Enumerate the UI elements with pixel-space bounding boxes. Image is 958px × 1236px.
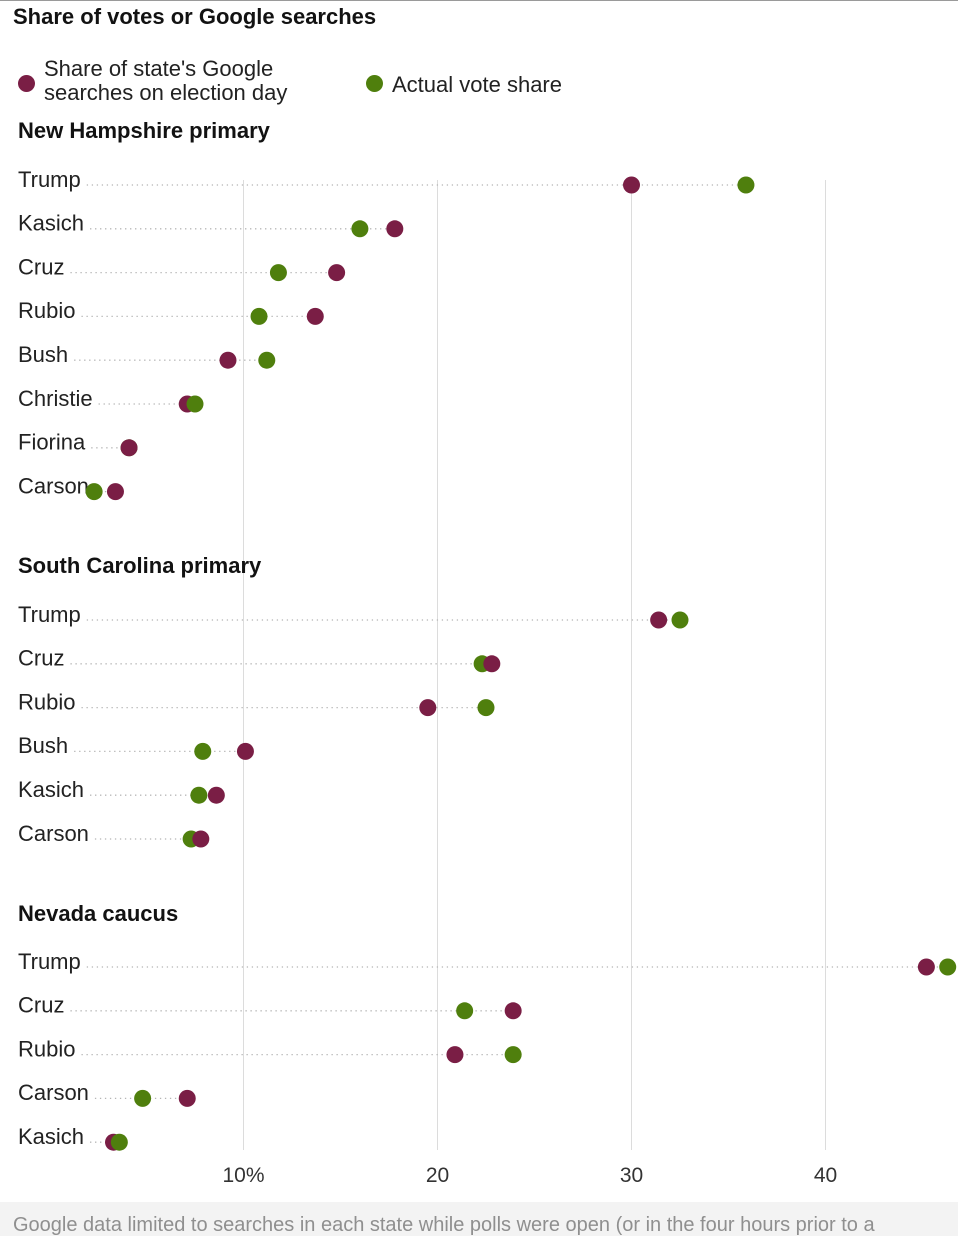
candidate-label-2-carson: Carson [18,1080,89,1105]
legend-vote-marker [366,75,383,92]
google-dot-2-cruz [504,1002,522,1020]
google-dot-0-kasich [386,220,404,238]
vote-dot-2-carson [134,1089,152,1107]
candidate-label-1-rubio: Rubio [18,689,75,714]
candidate-label-0-kasich: Kasich [18,211,84,236]
vote-dot-2-kasich [110,1133,128,1151]
google-dot-2-trump [917,958,935,976]
google-dot-0-carson [106,483,124,501]
candidate-label-0-carson: Carson [18,473,89,498]
x-tick-label-40: 40 [814,1164,837,1187]
vote-dot-0-bush [258,351,276,369]
vote-dot-0-carson [85,483,103,501]
footnote-bar: Google data limited to searches in each … [0,1202,958,1236]
vote-dot-0-kasich [351,220,369,238]
candidate-label-0-christie: Christie [18,386,93,411]
google-dot-0-bush [219,351,237,369]
candidate-label-1-trump: Trump [18,602,81,627]
google-dot-1-carson [192,830,210,848]
vote-dot-0-christie [186,395,204,413]
candidate-label-1-carson: Carson [18,821,89,846]
panel-title-2: Nevada caucus [18,901,178,926]
vote-dot-0-cruz [269,264,287,282]
legend-vote-label: Actual vote share [392,73,562,97]
x-tick-label-20: 20 [426,1164,449,1187]
vote-dot-1-trump [671,611,689,629]
candidate-label-0-trump: Trump [18,167,81,192]
legend-google-marker [18,75,35,92]
footnote: Google data limited to searches in each … [13,1214,875,1236]
dot-plot-chart: 10% 20 30 40 New Hampshire primary Trump Kasic… [18,118,957,1187]
candidate-label-2-trump: Trump [18,949,81,974]
google-dot-1-trump [650,611,668,629]
google-dot-0-rubio [306,307,324,325]
google-dot-0-cruz [328,264,346,282]
x-tick-label-30: 30 [620,1164,643,1187]
vote-dot-1-rubio [477,699,495,717]
vote-dot-0-trump [737,176,755,194]
candidate-label-0-cruz: Cruz [18,254,64,279]
vote-dot-2-cruz [456,1002,474,1020]
vote-dot-1-kasich [190,786,208,804]
panel-title-1: South Carolina primary [18,553,262,578]
candidate-label-1-cruz: Cruz [18,646,64,671]
candidate-label-0-rubio: Rubio [18,298,75,323]
google-dot-2-carson [178,1089,196,1107]
legend-vote-line-1: Actual vote share [392,72,562,97]
google-dot-0-trump [623,176,640,194]
google-dot-1-rubio [419,699,437,717]
google-dot-1-cruz [483,655,501,673]
chart-title: Share of votes or Google searches [13,4,377,29]
candidate-label-0-bush: Bush [18,342,68,367]
vote-dot-0-rubio [250,307,268,325]
google-dot-1-kasich [207,786,225,804]
legend-google-label: Share of state's Google searches on elec… [44,57,287,105]
top-rule [0,0,958,1]
candidate-label-2-rubio: Rubio [18,1036,75,1061]
google-dot-1-bush [236,742,254,760]
candidate-label-2-cruz: Cruz [18,993,64,1018]
google-dot-0-fiorina [120,439,138,457]
vote-dot-2-rubio [504,1046,522,1064]
google-dot-2-rubio [446,1046,464,1064]
vote-dot-1-bush [194,742,212,760]
panel-title-0: New Hampshire primary [18,118,271,143]
candidate-label-0-fiorina: Fiorina [18,430,86,455]
candidate-label-2-kasich: Kasich [18,1124,84,1149]
candidate-label-1-bush: Bush [18,733,68,758]
candidate-label-1-kasich: Kasich [18,777,84,802]
x-tick-label-10: 10% [222,1164,264,1187]
vote-dot-2-trump [939,958,957,976]
legend-google-line-1: Share of state's Google [44,56,274,81]
legend-google-line-2: searches on election day [44,80,288,105]
